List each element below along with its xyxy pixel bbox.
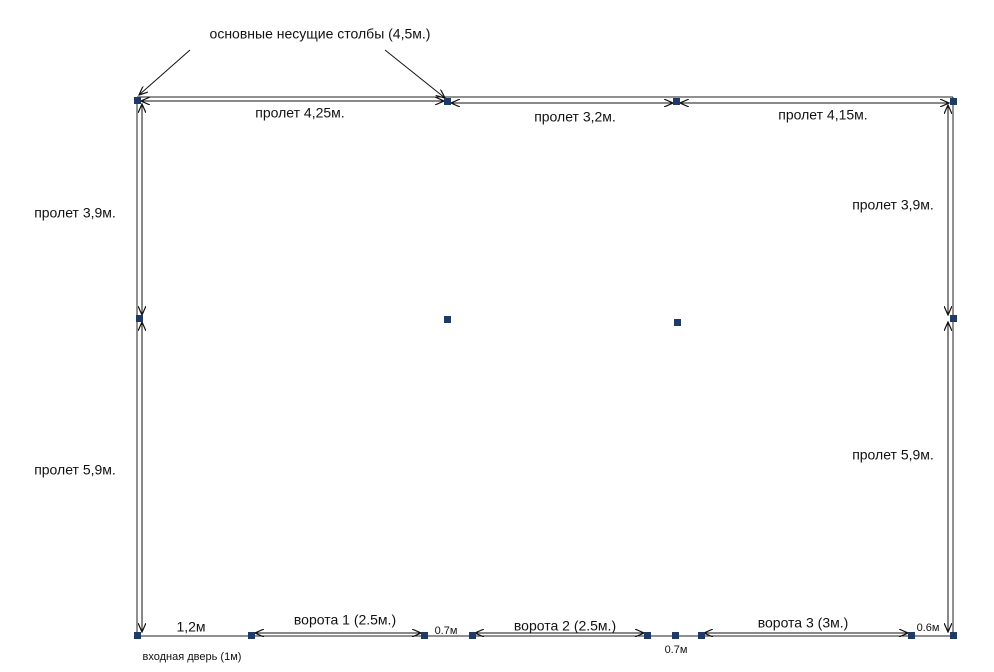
- gap-label: 0.7м: [435, 625, 458, 637]
- door-label: входная дверь (1м): [143, 651, 242, 663]
- gate-label: ворота 2 (2.5м.): [514, 618, 616, 634]
- posts: [134, 97, 957, 639]
- dimension-arrows: [139, 49, 949, 633]
- span-label: пролет 4,15м.: [778, 107, 867, 123]
- title: основные несущие столбы (4,5м.): [210, 26, 431, 42]
- span-label: пролет 5,9м.: [34, 462, 116, 478]
- span-label: пролет 3,2м.: [534, 109, 616, 125]
- span-label: пролет 3,9м.: [34, 205, 116, 221]
- gate-label: ворота 3 (3м.): [758, 615, 849, 631]
- door-offset: 1,2м: [176, 619, 205, 635]
- gate-label: ворота 1 (2.5м.): [294, 612, 396, 628]
- gap-label: 0.7м: [665, 644, 688, 656]
- span-label: пролет 3,9м.: [852, 197, 934, 213]
- span-label: пролет 4,25м.: [255, 105, 344, 121]
- frame: [136, 96, 954, 637]
- span-label: пролет 5,9м.: [852, 447, 934, 463]
- gap-label: 0.6м: [917, 622, 940, 634]
